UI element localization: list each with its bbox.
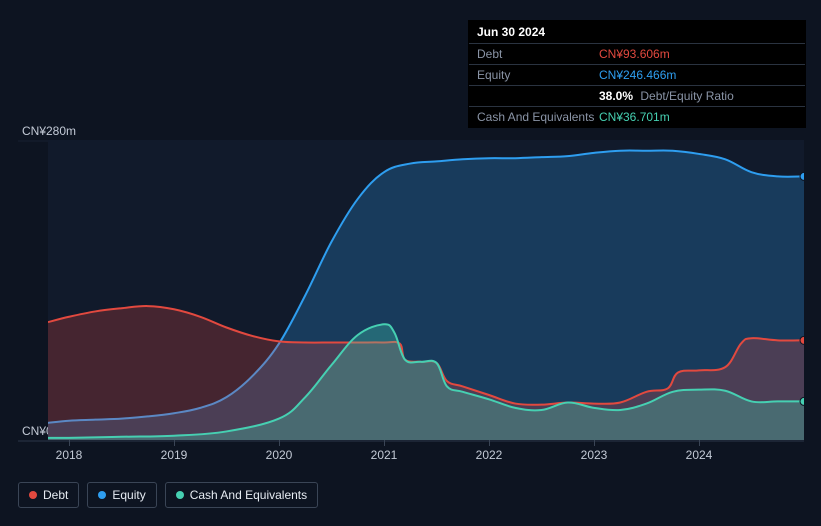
endpoint-cash bbox=[800, 397, 804, 405]
x-tick-mark bbox=[279, 440, 280, 446]
legend-item-cash[interactable]: Cash And Equivalents bbox=[165, 482, 318, 508]
x-tick-mark bbox=[489, 440, 490, 446]
tooltip-value-equity: CN¥246.466m bbox=[599, 68, 797, 82]
tooltip-label-equity: Equity bbox=[477, 68, 599, 82]
plot-area[interactable] bbox=[48, 140, 804, 440]
tooltip-value-cash: CN¥36.701m bbox=[599, 110, 797, 124]
x-tick-label: 2024 bbox=[686, 448, 713, 462]
legend-label-cash: Cash And Equivalents bbox=[190, 488, 307, 502]
x-tick-label: 2018 bbox=[56, 448, 83, 462]
tooltip-row-cash: Cash And Equivalents CN¥36.701m bbox=[469, 107, 805, 127]
legend-label-equity: Equity bbox=[112, 488, 145, 502]
tooltip-value-ratio: 38.0% Debt/Equity Ratio bbox=[599, 89, 797, 103]
tooltip-ratio-label: Debt/Equity Ratio bbox=[640, 89, 733, 103]
x-tick-mark bbox=[69, 440, 70, 446]
legend-swatch-cash bbox=[176, 491, 184, 499]
x-tick-mark bbox=[384, 440, 385, 446]
x-tick-mark bbox=[594, 440, 595, 446]
x-tick-label: 2022 bbox=[476, 448, 503, 462]
x-axis-ticks: 2018 2019 2020 2021 2022 2023 2024 bbox=[48, 448, 804, 464]
tooltip-ratio-value: 38.0% bbox=[599, 89, 633, 103]
legend: Debt Equity Cash And Equivalents bbox=[18, 482, 318, 508]
x-tick-mark bbox=[174, 440, 175, 446]
tooltip-row-debt: Debt CN¥93.606m bbox=[469, 44, 805, 65]
x-tick-label: 2019 bbox=[161, 448, 188, 462]
legend-item-debt[interactable]: Debt bbox=[18, 482, 79, 508]
x-tick-label: 2020 bbox=[266, 448, 293, 462]
tooltip-date: Jun 30 2024 bbox=[469, 21, 805, 44]
tooltip-row-equity: Equity CN¥246.466m bbox=[469, 65, 805, 86]
plot-svg bbox=[48, 140, 804, 440]
tooltip-label-cash: Cash And Equivalents bbox=[477, 110, 599, 124]
x-tick-label: 2021 bbox=[371, 448, 398, 462]
x-tick-label: 2023 bbox=[581, 448, 608, 462]
endpoint-debt bbox=[800, 336, 804, 344]
chart-container: Jun 30 2024 Debt CN¥93.606m Equity CN¥24… bbox=[0, 0, 821, 526]
hover-tooltip: Jun 30 2024 Debt CN¥93.606m Equity CN¥24… bbox=[468, 20, 806, 128]
tooltip-value-debt: CN¥93.606m bbox=[599, 47, 797, 61]
gridline-bottom bbox=[18, 440, 804, 442]
tooltip-label-debt: Debt bbox=[477, 47, 599, 61]
y-axis-max-label: CN¥280m bbox=[22, 124, 76, 138]
x-tick-mark bbox=[699, 440, 700, 446]
legend-item-equity[interactable]: Equity bbox=[87, 482, 156, 508]
legend-label-debt: Debt bbox=[43, 488, 68, 502]
legend-swatch-debt bbox=[29, 491, 37, 499]
tooltip-label-ratio bbox=[477, 89, 599, 103]
endpoint-equity bbox=[800, 172, 804, 180]
legend-swatch-equity bbox=[98, 491, 106, 499]
tooltip-row-ratio: 38.0% Debt/Equity Ratio bbox=[469, 86, 805, 107]
